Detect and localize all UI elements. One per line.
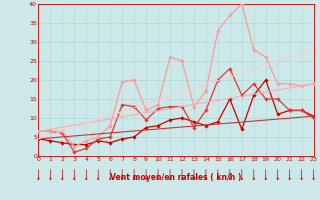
X-axis label: Vent moyen/en rafales ( kn/h ): Vent moyen/en rafales ( kn/h ) bbox=[110, 174, 242, 182]
